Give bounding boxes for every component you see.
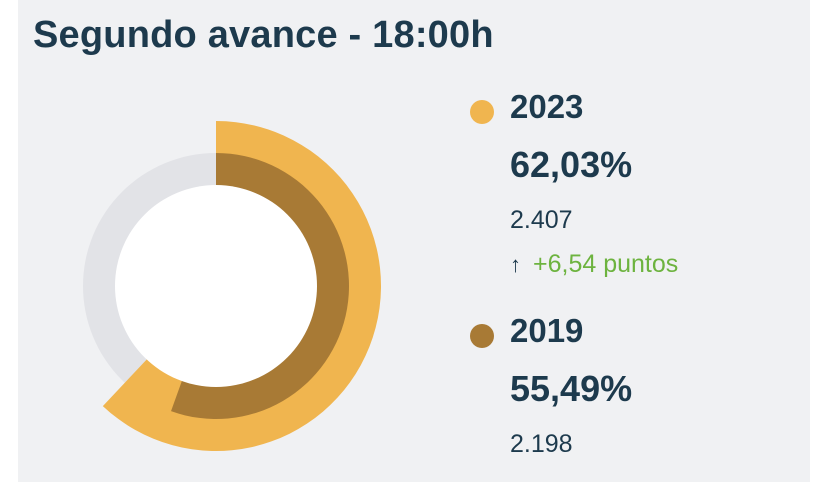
turnout-card: Segundo avance - 18:00h 2023 62,03% 2.40… [18, 0, 810, 482]
turnout-count-2023: 2.407 [510, 206, 573, 234]
turnout-percent-2023: 62,03% [510, 144, 633, 185]
turnout-change-2023: ↑ +6,54 puntos [510, 250, 678, 279]
turnout-change-label: +6,54 puntos [533, 250, 679, 278]
legend-year-2023: 2023 [510, 88, 584, 125]
card-title: Segundo avance - 18:00h [33, 14, 494, 56]
legend-dot-2019 [470, 324, 494, 348]
legend-year-2019: 2019 [510, 312, 584, 349]
turnout-count-2019: 2.198 [510, 430, 573, 458]
turnout-donut-chart [83, 121, 381, 451]
legend-dot-2023 [470, 100, 494, 124]
arrow-up-icon: ↑ [510, 252, 521, 277]
donut-hole [115, 185, 317, 387]
turnout-percent-2019: 55,49% [510, 368, 633, 409]
